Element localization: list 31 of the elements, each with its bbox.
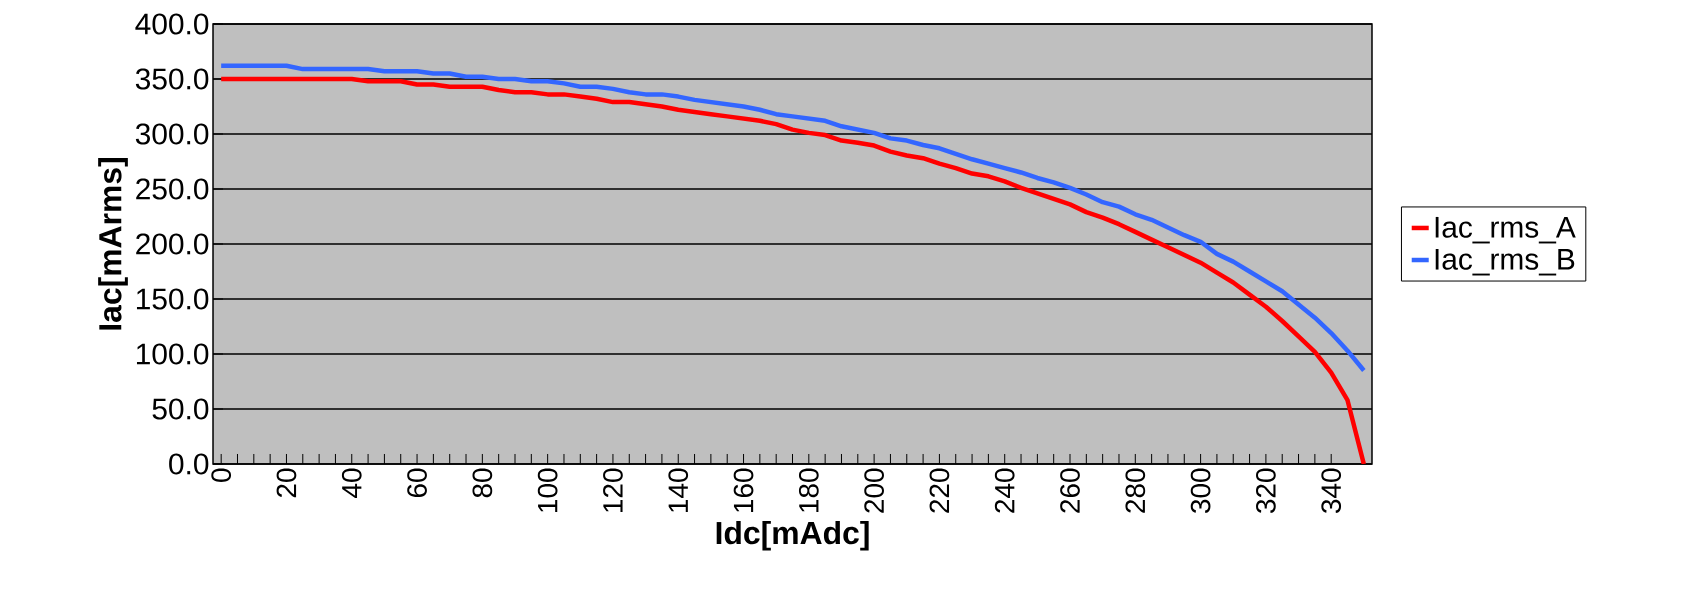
x-tick-label: 320 bbox=[1256, 468, 1276, 513]
x-tick-label: 280 bbox=[1125, 468, 1146, 513]
x-tick-label: 60 bbox=[407, 468, 427, 498]
x-tick-label: 40 bbox=[341, 468, 362, 498]
x-tick-label: 20 bbox=[276, 468, 297, 498]
x-tick-label: 260 bbox=[1060, 468, 1080, 513]
x-tick-label: 240 bbox=[994, 468, 1015, 513]
y-tick-label: 200.0 bbox=[136, 233, 209, 255]
x-tick-label: 220 bbox=[929, 468, 950, 513]
legend-label: Iac_rms_B bbox=[1435, 248, 1575, 276]
x-tick-label: 140 bbox=[668, 468, 689, 512]
x-tick-label: 160 bbox=[733, 468, 754, 512]
y-tick-label: 100.0 bbox=[136, 343, 209, 365]
y-tick-label: 0.0 bbox=[169, 453, 209, 475]
x-tick-label: 0 bbox=[211, 468, 232, 482]
y-axis-title: Iac[mArms] bbox=[98, 158, 128, 330]
x-tick-label: 340 bbox=[1321, 468, 1342, 513]
y-tick-label: 50.0 bbox=[152, 398, 209, 420]
x-tick-label: 180 bbox=[798, 468, 819, 512]
x-tick-label: 300 bbox=[1190, 468, 1211, 513]
x-tick-label: 200 bbox=[864, 468, 884, 513]
legend-label: Iac_rms_A bbox=[1435, 216, 1576, 244]
x-tick-label: 120 bbox=[603, 468, 623, 512]
x-tick-label: 100 bbox=[537, 468, 558, 512]
x-axis-title: Idc[mAdc] bbox=[716, 520, 869, 551]
y-tick-label: 300.0 bbox=[135, 123, 209, 145]
y-tick-label: 400.0 bbox=[135, 13, 209, 35]
y-tick-label: 150.0 bbox=[136, 288, 209, 310]
y-tick-label: 250.0 bbox=[136, 178, 209, 200]
x-tick-label: 80 bbox=[472, 468, 493, 498]
y-tick-label: 350.0 bbox=[135, 68, 209, 90]
